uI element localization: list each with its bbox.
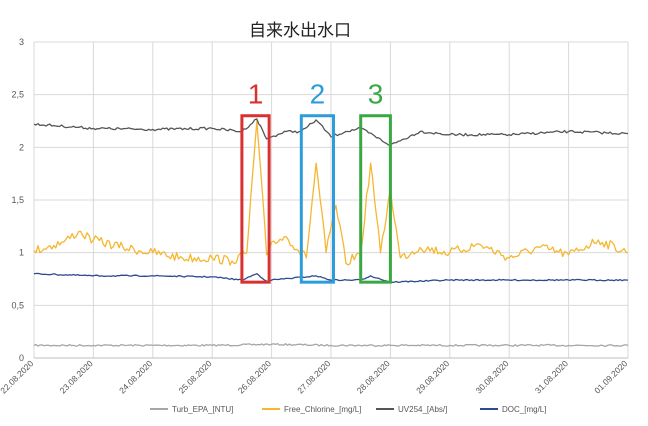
y-tick-label: 0,5 — [11, 300, 24, 310]
legend-label: DOC_[mg/L] — [502, 405, 546, 414]
y-tick-label: 2,5 — [11, 90, 24, 100]
legend-label: Turb_EPA_[NTU] — [172, 405, 233, 414]
annotation-label-2: 2 — [310, 79, 326, 110]
annotation-box-1 — [240, 114, 271, 284]
chart-title: 自来水出水口 — [249, 21, 351, 41]
legend-label: Free_Chlorine_[mg/L] — [284, 405, 361, 414]
series-line-turb-epa-ntu — [33, 342, 629, 347]
y-tick-label: 2 — [19, 142, 24, 152]
annotation-box-3 — [359, 114, 392, 284]
annotation-label-3: 3 — [368, 79, 384, 110]
legend-label: UV254_[Abs/] — [398, 405, 447, 414]
annotation-box-2 — [299, 114, 335, 284]
gridlines — [33, 41, 629, 359]
y-tick-label: 0 — [19, 353, 24, 363]
y-tick-label: 3 — [19, 37, 24, 47]
annotation-label-1: 1 — [248, 79, 264, 110]
annotations: 1 2 3 — [240, 79, 392, 284]
y-tick-label: 1,5 — [11, 195, 24, 205]
y-tick-label: 1 — [19, 248, 24, 258]
legend: Turb_EPA_[NTU] Free_Chlorine_[mg/L] UV254_… — [150, 405, 546, 414]
